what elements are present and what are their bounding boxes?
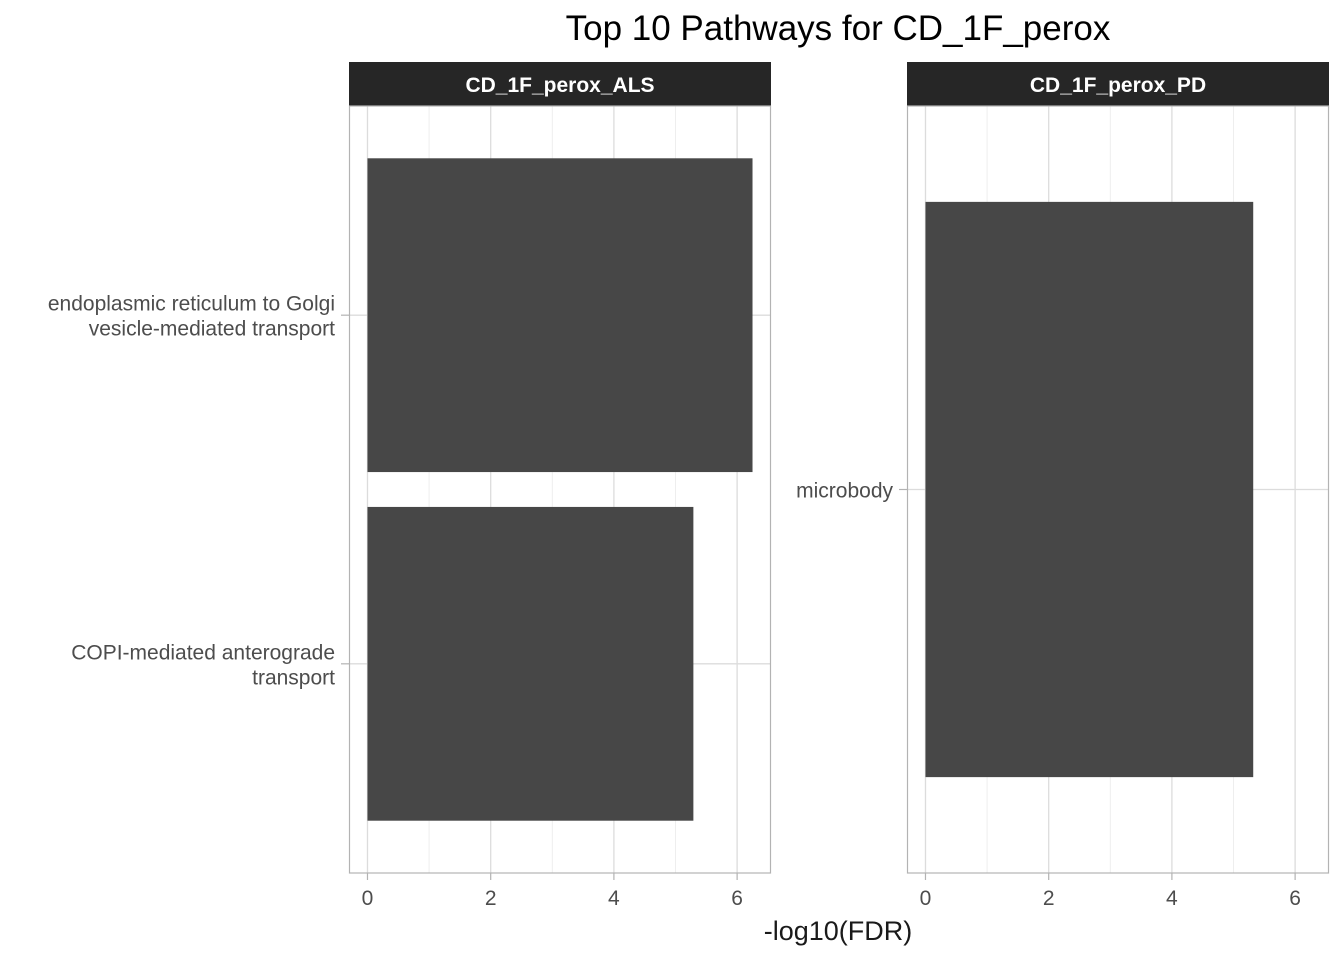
- x-tick-label: 2: [1043, 887, 1055, 910]
- facet-strip: [907, 62, 1329, 106]
- x-tick-label: 4: [608, 887, 620, 910]
- facet-strip-label: CD_1F_perox_ALS: [465, 74, 654, 97]
- y-tick-label: transport: [252, 666, 335, 689]
- x-tick-label: 0: [362, 887, 374, 910]
- bar: [367, 506, 694, 821]
- x-tick-label: 2: [485, 887, 497, 910]
- y-tick-label: microbody: [796, 480, 893, 503]
- panel-border: [906, 105, 1330, 874]
- y-tick-label: endoplasmic reticulum to Golgi: [48, 293, 335, 316]
- chart-title: Top 10 Pathways for CD_1F_perox: [566, 9, 1111, 48]
- y-tick-label: COPI-mediated anterograde: [71, 641, 335, 664]
- x-axis-label: -log10(FDR): [764, 916, 913, 946]
- panel-border: [348, 105, 772, 874]
- x-tick-label: 0: [920, 887, 932, 910]
- y-tick-label: vesicle-mediated transport: [89, 318, 335, 341]
- facet-strip: [349, 62, 771, 106]
- x-tick-label: 6: [731, 887, 743, 910]
- facet-strip-label: CD_1F_perox_PD: [1030, 74, 1206, 97]
- bar: [367, 158, 753, 473]
- x-tick-label: 6: [1289, 887, 1301, 910]
- x-tick-label: 4: [1166, 887, 1178, 910]
- bar: [925, 201, 1254, 778]
